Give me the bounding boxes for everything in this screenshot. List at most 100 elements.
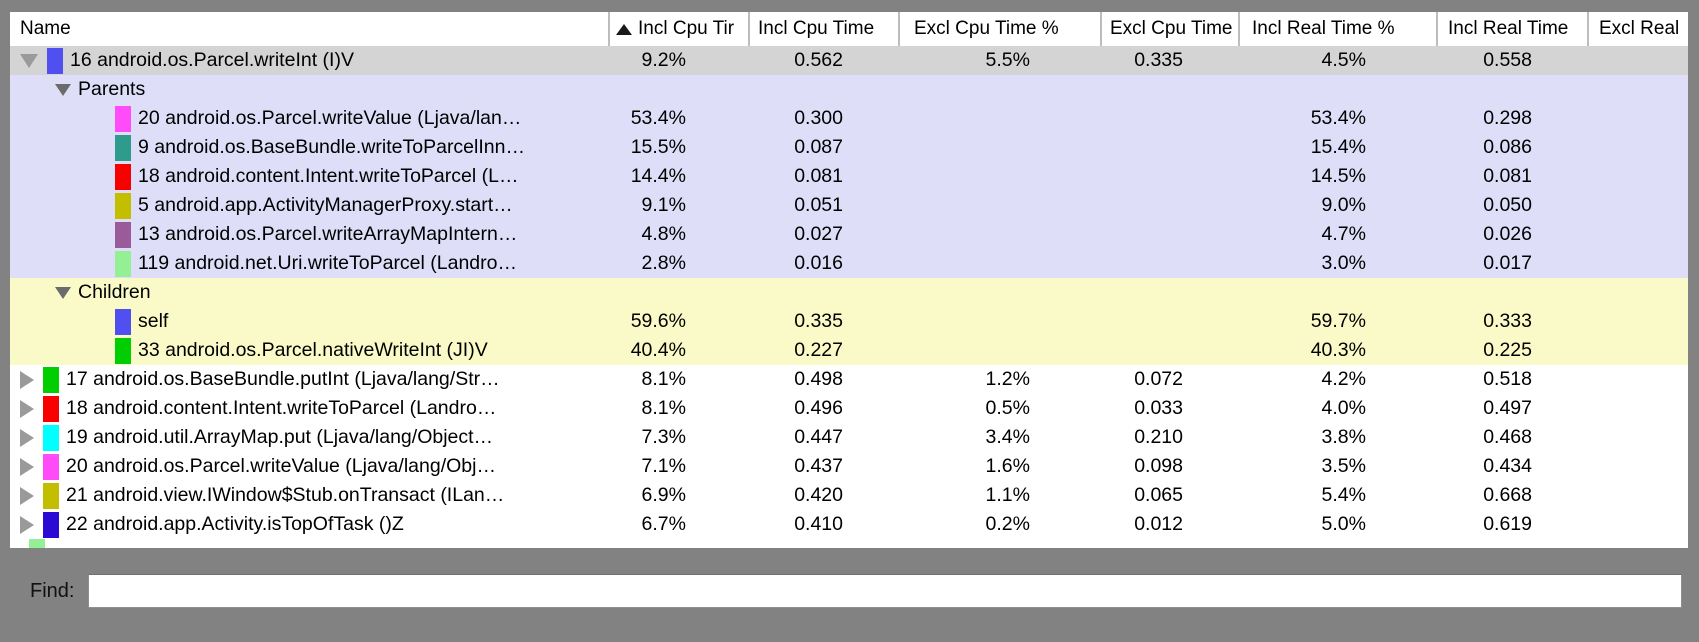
table-row[interactable]: 9 android.os.BaseBundle.writeToParcelInn… bbox=[10, 133, 1688, 162]
value-cell-incl_real_time: 0.225 bbox=[1483, 339, 1532, 361]
value-cell-incl_real_time: 0.434 bbox=[1483, 455, 1532, 477]
value-cell-incl_real_time_pct: 5.0% bbox=[1321, 513, 1366, 535]
column-header-excl-real-time-label: Excl Real bbox=[1599, 18, 1680, 39]
collapse-arrow-icon[interactable] bbox=[55, 83, 71, 96]
name-cell: 17 android.os.BaseBundle.putInt (Ljava/l… bbox=[10, 365, 608, 394]
expand-arrow-icon[interactable] bbox=[20, 457, 34, 476]
value-cell-incl_real_time: 0.497 bbox=[1483, 397, 1532, 419]
value-cell-excl_cpu_time: 0.033 bbox=[1134, 397, 1183, 419]
expand-arrow-icon[interactable] bbox=[20, 370, 34, 389]
value-cell-incl_cpu_time: 0.051 bbox=[794, 194, 843, 216]
value-cell-incl_real_time: 0.081 bbox=[1483, 165, 1532, 187]
table-row[interactable]: 16 android.os.Parcel.writeInt (I)V 9.2% 0.… bbox=[10, 46, 1688, 75]
value-cell-incl_cpu_time: 0.081 bbox=[794, 165, 843, 187]
column-header-incl-real-time-pct[interactable]: Incl Real Time % bbox=[1238, 12, 1436, 46]
expand-arrow-icon[interactable] bbox=[20, 486, 34, 505]
section-row[interactable]: Children bbox=[10, 278, 1688, 307]
find-label: Find: bbox=[30, 580, 75, 602]
color-swatch bbox=[115, 163, 131, 190]
column-header-incl-real-time-pct-label: Incl Real Time % bbox=[1252, 18, 1395, 39]
table-row[interactable]: 22 android.app.Activity.isTopOfTask ()Z 6… bbox=[10, 510, 1688, 539]
method-name: 19 android.util.ArrayMap.put (Ljava/lang… bbox=[66, 426, 494, 448]
value-cell-incl_real_time_pct: 5.4% bbox=[1321, 484, 1366, 506]
table-row[interactable]: 20 android.os.Parcel.writeValue (Ljava/l… bbox=[10, 104, 1688, 133]
collapse-arrow-icon[interactable] bbox=[55, 286, 71, 299]
value-cell-incl_real_time: 0.468 bbox=[1483, 426, 1532, 448]
table-row[interactable]: 18 android.content.Intent.writeToParcel … bbox=[10, 162, 1688, 191]
table-row[interactable]: self 59.6% 0.335 59.7% 0.333 bbox=[10, 307, 1688, 336]
table-row[interactable] bbox=[10, 539, 1688, 548]
method-name: 20 android.os.Parcel.writeValue (Ljava/l… bbox=[66, 455, 496, 477]
method-name: self bbox=[138, 310, 169, 332]
color-swatch bbox=[115, 250, 131, 277]
name-cell: 20 android.os.Parcel.writeValue (Ljava/l… bbox=[10, 104, 608, 133]
value-cell-incl_cpu_time_pct: 53.4% bbox=[630, 107, 686, 129]
column-header-excl-cpu-time[interactable]: Excl Cpu Time bbox=[1100, 12, 1238, 46]
value-cell-incl_cpu_time_pct: 7.3% bbox=[641, 426, 686, 448]
color-swatch bbox=[29, 539, 45, 548]
column-header-incl-cpu-time[interactable]: Incl Cpu Time bbox=[748, 12, 898, 46]
color-swatch bbox=[43, 453, 59, 480]
value-cell-incl_cpu_time: 0.016 bbox=[794, 252, 843, 274]
value-cell-incl_real_time_pct: 4.0% bbox=[1321, 397, 1366, 419]
table-row[interactable]: 19 android.util.ArrayMap.put (Ljava/lang… bbox=[10, 423, 1688, 452]
expand-arrow-icon[interactable] bbox=[20, 399, 34, 418]
column-header-incl-cpu-time-label: Incl Cpu Time bbox=[758, 18, 875, 39]
sort-ascending-icon bbox=[616, 23, 632, 35]
value-cell-incl_real_time_pct: 4.2% bbox=[1321, 368, 1366, 390]
value-cell-incl_cpu_time_pct: 4.8% bbox=[641, 223, 686, 245]
method-name: 119 android.net.Uri.writeToParcel (Landr… bbox=[138, 252, 517, 274]
table-row[interactable]: 21 android.view.IWindow$Stub.onTransact … bbox=[10, 481, 1688, 510]
expand-arrow-icon[interactable] bbox=[20, 515, 34, 534]
table-row[interactable]: 5 android.app.ActivityManagerProxy.start… bbox=[10, 191, 1688, 220]
profiler-call-table: Name Incl Cpu Tir Incl Cpu Time Excl Cpu… bbox=[10, 12, 1688, 548]
column-header-name[interactable]: Name bbox=[10, 12, 608, 46]
column-header-incl-cpu-time-pct[interactable]: Incl Cpu Tir bbox=[608, 12, 748, 46]
name-cell: self bbox=[10, 307, 608, 336]
method-name: Parents bbox=[78, 78, 146, 100]
name-cell bbox=[10, 539, 608, 548]
value-cell-excl_cpu_time: 0.335 bbox=[1134, 49, 1183, 71]
value-cell-incl_cpu_time_pct: 2.8% bbox=[641, 252, 686, 274]
value-cell-excl_cpu_time: 0.210 bbox=[1134, 426, 1183, 448]
find-input[interactable] bbox=[88, 574, 1682, 608]
value-cell-incl_cpu_time_pct: 8.1% bbox=[641, 397, 686, 419]
name-cell: 13 android.os.Parcel.writeArrayMapIntern… bbox=[10, 220, 608, 249]
column-header-excl-real-time[interactable]: Excl Real bbox=[1587, 12, 1688, 46]
column-header-excl-cpu-time-label: Excl Cpu Time bbox=[1110, 18, 1233, 39]
table-row[interactable]: 13 android.os.Parcel.writeArrayMapIntern… bbox=[10, 220, 1688, 249]
value-cell-incl_real_time: 0.518 bbox=[1483, 368, 1532, 390]
color-swatch bbox=[115, 105, 131, 132]
table-body: 16 android.os.Parcel.writeInt (I)V 9.2% 0.… bbox=[10, 46, 1688, 548]
column-header-incl-real-time[interactable]: Incl Real Time bbox=[1436, 12, 1587, 46]
value-cell-incl_cpu_time_pct: 15.5% bbox=[630, 136, 686, 158]
method-name: 20 android.os.Parcel.writeValue (Ljava/l… bbox=[138, 107, 522, 129]
column-header-excl-cpu-time-pct-label: Excl Cpu Time % bbox=[914, 18, 1059, 39]
value-cell-excl_cpu_time_pct: 3.4% bbox=[985, 426, 1030, 448]
value-cell-incl_real_time_pct: 9.0% bbox=[1321, 194, 1366, 216]
table-row[interactable]: 119 android.net.Uri.writeToParcel (Landr… bbox=[10, 249, 1688, 278]
color-swatch bbox=[115, 308, 131, 335]
collapse-arrow-icon[interactable] bbox=[20, 53, 38, 68]
method-name: 9 android.os.BaseBundle.writeToParcelInn… bbox=[138, 136, 525, 158]
column-header-excl-cpu-time-pct[interactable]: Excl Cpu Time % bbox=[898, 12, 1100, 46]
expand-arrow-icon[interactable] bbox=[20, 428, 34, 447]
value-cell-excl_cpu_time_pct: 0.2% bbox=[985, 513, 1030, 535]
table-row[interactable]: 33 android.os.Parcel.nativeWriteInt (JI)… bbox=[10, 336, 1688, 365]
color-swatch bbox=[43, 395, 59, 422]
method-name: Children bbox=[78, 281, 151, 303]
method-name: 21 android.view.IWindow$Stub.onTransact … bbox=[66, 484, 505, 506]
value-cell-incl_real_time: 0.086 bbox=[1483, 136, 1532, 158]
name-cell: 33 android.os.Parcel.nativeWriteInt (JI)… bbox=[10, 336, 608, 365]
color-swatch bbox=[115, 221, 131, 248]
method-name: 13 android.os.Parcel.writeArrayMapIntern… bbox=[138, 223, 518, 245]
value-cell-incl_real_time: 0.333 bbox=[1483, 310, 1532, 332]
table-row[interactable]: 20 android.os.Parcel.writeValue (Ljava/l… bbox=[10, 452, 1688, 481]
color-swatch bbox=[115, 337, 131, 364]
color-swatch bbox=[115, 134, 131, 161]
value-cell-incl_real_time_pct: 14.5% bbox=[1310, 165, 1366, 187]
section-row[interactable]: Parents bbox=[10, 75, 1688, 104]
table-row[interactable]: 17 android.os.BaseBundle.putInt (Ljava/l… bbox=[10, 365, 1688, 394]
value-cell-incl_real_time: 0.558 bbox=[1483, 49, 1532, 71]
table-row[interactable]: 18 android.content.Intent.writeToParcel … bbox=[10, 394, 1688, 423]
